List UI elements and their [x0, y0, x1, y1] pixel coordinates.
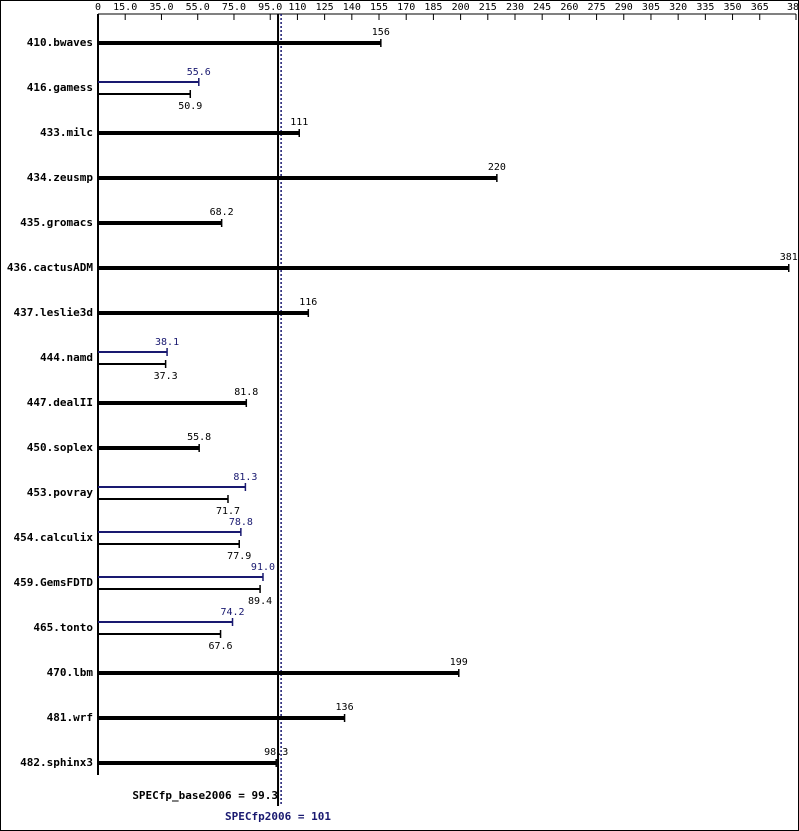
- x-tick-label: 290: [615, 2, 633, 13]
- x-tick-label: 35.0: [149, 2, 173, 13]
- x-tick-label: 215: [479, 2, 497, 13]
- x-tick-label: 75.0: [222, 2, 246, 13]
- x-tick-label: 110: [288, 2, 306, 13]
- category-label: 434.zeusmp: [27, 171, 94, 184]
- value-label: 38.1: [155, 337, 179, 348]
- value-label: 89.4: [248, 596, 272, 607]
- value-label: 55.6: [187, 67, 211, 78]
- x-tick-label: 55.0: [186, 2, 210, 13]
- reference-label: SPECfp_base2006 = 99.3: [132, 789, 278, 802]
- x-tick-label: 95.0: [258, 2, 282, 13]
- x-tick-label: 15.0: [113, 2, 137, 13]
- x-tick-label: 200: [452, 2, 470, 13]
- value-label: 81.8: [234, 387, 258, 398]
- category-label: 453.povray: [27, 486, 94, 499]
- category-label: 437.leslie3d: [14, 306, 93, 319]
- value-label: 136: [336, 702, 354, 713]
- category-label: 416.gamess: [27, 81, 93, 94]
- value-label: 91.0: [251, 562, 275, 573]
- value-label: 78.8: [229, 517, 253, 528]
- category-label: 436.cactusADM: [7, 261, 93, 274]
- category-label: 470.lbm: [47, 666, 94, 679]
- value-label: 74.2: [220, 607, 244, 618]
- category-label: 482.sphinx3: [20, 756, 93, 769]
- category-label: 465.tonto: [33, 621, 93, 634]
- reference-label: SPECfp2006 = 101: [225, 810, 331, 823]
- value-label: 55.8: [187, 432, 211, 443]
- value-label: 381: [780, 252, 798, 263]
- value-label: 50.9: [178, 101, 202, 112]
- x-tick-label: 230: [506, 2, 524, 13]
- x-tick-label: 125: [316, 2, 334, 13]
- value-label: 156: [372, 27, 390, 38]
- category-label: 435.gromacs: [20, 216, 93, 229]
- category-label: 454.calculix: [14, 531, 94, 544]
- value-label: 68.2: [210, 207, 234, 218]
- value-label: 37.3: [154, 371, 178, 382]
- x-tick-label: 140: [343, 2, 361, 13]
- category-label: 447.dealII: [27, 396, 93, 409]
- category-label: 450.soplex: [27, 441, 94, 454]
- category-label: 410.bwaves: [27, 36, 93, 49]
- x-tick-label: 365: [751, 2, 769, 13]
- x-tick-label: 185: [424, 2, 442, 13]
- category-label: 459.GemsFDTD: [14, 576, 94, 589]
- value-label: 111: [290, 117, 308, 128]
- x-tick-label: 275: [588, 2, 606, 13]
- value-label: 220: [488, 162, 506, 173]
- x-tick-label: 155: [370, 2, 388, 13]
- x-tick-label: 170: [397, 2, 415, 13]
- x-tick-label: 0: [95, 2, 101, 13]
- value-label: 81.3: [233, 472, 257, 483]
- value-label: 67.6: [209, 641, 233, 652]
- value-label: 71.7: [216, 506, 240, 517]
- value-label: 116: [299, 297, 317, 308]
- x-tick-label: 245: [533, 2, 551, 13]
- x-tick-label: 260: [560, 2, 578, 13]
- x-tick-label: 335: [696, 2, 714, 13]
- x-tick-label: 305: [642, 2, 660, 13]
- value-label: 77.9: [227, 551, 251, 562]
- category-label: 481.wrf: [47, 711, 93, 724]
- category-label: 433.milc: [40, 126, 93, 139]
- x-tick-label: 320: [669, 2, 687, 13]
- category-label: 444.namd: [40, 351, 93, 364]
- value-label: 98.3: [264, 747, 288, 758]
- x-tick-label: 350: [724, 2, 742, 13]
- x-tick-label: 385: [787, 2, 799, 13]
- value-label: 199: [450, 657, 468, 668]
